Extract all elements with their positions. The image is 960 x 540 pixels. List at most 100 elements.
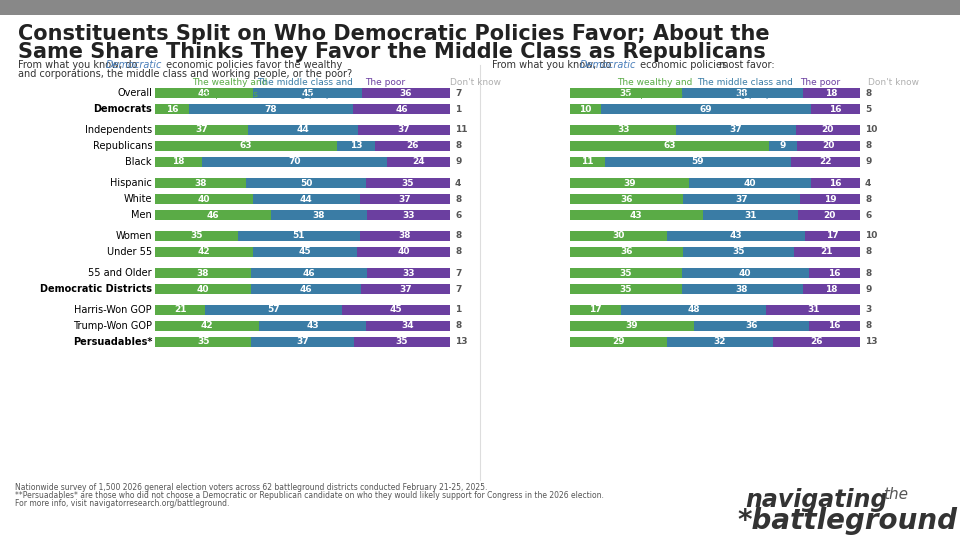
- Bar: [703, 210, 799, 220]
- Bar: [677, 125, 796, 135]
- Text: 37: 37: [399, 285, 412, 294]
- Text: 17: 17: [827, 232, 839, 240]
- Text: Black: Black: [126, 157, 152, 167]
- Text: 16: 16: [166, 105, 179, 113]
- Text: 51: 51: [293, 232, 305, 240]
- Text: 35: 35: [732, 247, 745, 256]
- Text: 17: 17: [589, 306, 602, 314]
- Bar: [155, 268, 251, 278]
- Text: 21: 21: [821, 247, 833, 256]
- Text: economic policies favor the wealthy: economic policies favor the wealthy: [163, 60, 343, 70]
- Text: The wealthy and
corporations: The wealthy and corporations: [617, 78, 693, 99]
- Text: Under 55: Under 55: [107, 247, 152, 257]
- Bar: [809, 321, 860, 331]
- Text: navigating: navigating: [745, 488, 887, 512]
- Text: and corporations, the middle class and working people, or the poor?: and corporations, the middle class and w…: [18, 69, 352, 79]
- Bar: [666, 231, 805, 241]
- Text: 10: 10: [579, 105, 591, 113]
- Text: 8: 8: [455, 194, 461, 204]
- Text: 6: 6: [455, 211, 461, 219]
- Bar: [155, 141, 337, 151]
- Bar: [361, 284, 450, 294]
- Bar: [155, 104, 189, 114]
- Text: 18: 18: [825, 285, 837, 294]
- Text: 35: 35: [396, 338, 408, 347]
- Bar: [570, 87, 682, 98]
- Text: 16: 16: [828, 321, 841, 330]
- Text: 8: 8: [455, 141, 461, 151]
- Bar: [805, 231, 860, 241]
- Bar: [694, 321, 809, 331]
- Bar: [621, 305, 766, 315]
- Text: 6: 6: [865, 211, 872, 219]
- Bar: [360, 231, 450, 241]
- Text: 1: 1: [455, 105, 461, 113]
- Text: The middle class and
working people: The middle class and working people: [697, 78, 793, 99]
- Bar: [803, 284, 860, 294]
- Text: Independents: Independents: [84, 125, 152, 135]
- Text: 26: 26: [810, 338, 823, 347]
- Text: 9: 9: [865, 158, 872, 166]
- Text: 43: 43: [730, 232, 742, 240]
- Bar: [570, 284, 682, 294]
- Bar: [797, 141, 860, 151]
- Text: 42: 42: [201, 321, 213, 330]
- Bar: [791, 157, 860, 167]
- Text: 35: 35: [619, 89, 632, 98]
- Text: 50: 50: [300, 179, 312, 187]
- Bar: [570, 268, 682, 278]
- Text: 24: 24: [412, 158, 424, 166]
- Text: Democrats: Democrats: [93, 104, 152, 114]
- Text: 16: 16: [829, 179, 842, 187]
- Bar: [570, 104, 601, 114]
- Bar: [271, 210, 367, 220]
- Text: 38: 38: [398, 232, 411, 240]
- Text: Same Share Thinks They Favor the Middle Class as Republicans: Same Share Thinks They Favor the Middle …: [18, 42, 766, 62]
- Bar: [796, 125, 860, 135]
- Text: The middle class and
working people: The middle class and working people: [257, 78, 353, 99]
- Text: 40: 40: [739, 268, 752, 278]
- Text: 36: 36: [400, 89, 413, 98]
- Bar: [570, 337, 666, 347]
- Text: Overall: Overall: [117, 88, 152, 98]
- Text: 45: 45: [299, 247, 311, 256]
- Text: 20: 20: [822, 125, 834, 134]
- Bar: [252, 337, 353, 347]
- Text: 16: 16: [829, 105, 842, 113]
- Text: most favor:: most favor:: [719, 60, 775, 70]
- Text: 40: 40: [197, 285, 209, 294]
- Text: 44: 44: [300, 194, 313, 204]
- Text: 48: 48: [687, 306, 700, 314]
- Text: The poor: The poor: [365, 78, 405, 87]
- Bar: [246, 178, 366, 188]
- Text: Trump-Won GOP: Trump-Won GOP: [73, 321, 152, 331]
- Text: 13: 13: [865, 338, 877, 347]
- Text: 3: 3: [865, 306, 872, 314]
- Text: 45: 45: [301, 89, 314, 98]
- Text: 38: 38: [313, 211, 325, 219]
- Text: 33: 33: [402, 211, 415, 219]
- Bar: [337, 141, 374, 151]
- Text: 8: 8: [865, 268, 872, 278]
- Text: 10: 10: [865, 232, 877, 240]
- Bar: [689, 178, 811, 188]
- Bar: [155, 284, 251, 294]
- Text: *battleground: *battleground: [737, 507, 957, 535]
- Bar: [570, 247, 684, 257]
- Bar: [374, 141, 450, 151]
- Text: 63: 63: [663, 141, 676, 151]
- Text: 46: 46: [302, 268, 315, 278]
- Text: 7: 7: [455, 268, 462, 278]
- Text: 59: 59: [691, 158, 704, 166]
- Bar: [766, 305, 860, 315]
- Text: 42: 42: [198, 247, 210, 256]
- Text: 35: 35: [402, 179, 415, 187]
- Bar: [811, 104, 860, 114]
- Text: The wealthy and
corporations: The wealthy and corporations: [192, 78, 268, 99]
- Text: 34: 34: [401, 321, 414, 330]
- Text: 4: 4: [865, 179, 872, 187]
- Text: 40: 40: [397, 247, 410, 256]
- Bar: [799, 210, 860, 220]
- Text: 8: 8: [865, 321, 872, 330]
- Text: 78: 78: [265, 105, 277, 113]
